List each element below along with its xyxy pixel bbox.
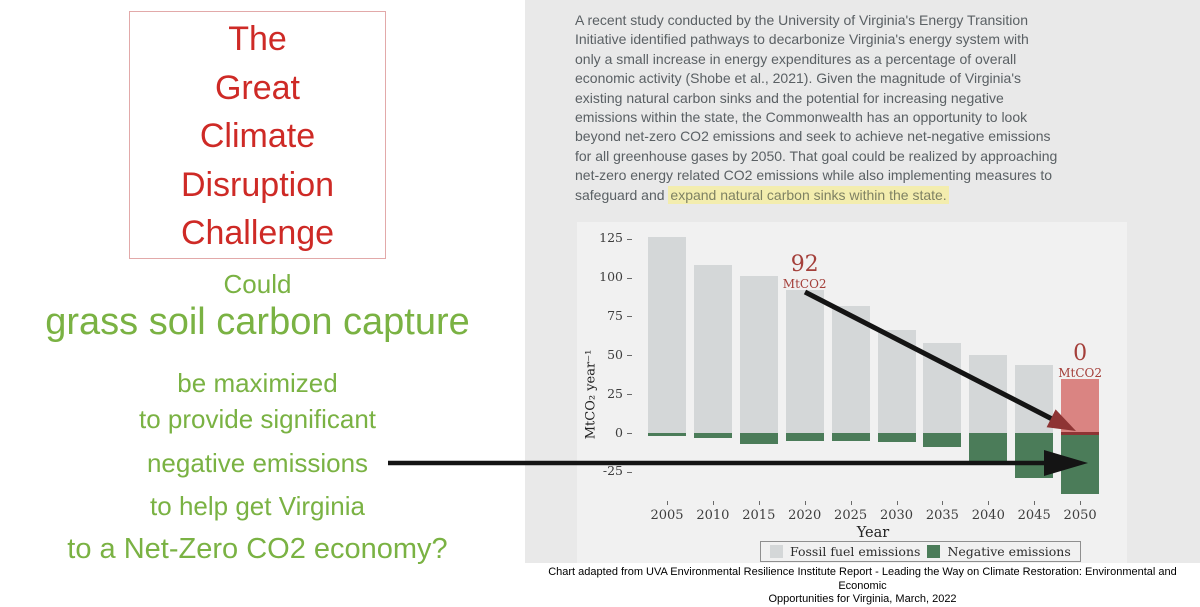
emissions-chart: MtCO₂ year⁻¹ Year Fossil fuel emissions N… (577, 222, 1127, 563)
x-axis-label: Year (856, 525, 890, 541)
x-tick-label: 2035 (925, 508, 959, 523)
y-tick-label: -25 (602, 463, 623, 479)
x-tick-label: 2030 (879, 508, 914, 523)
title-line: Disruption (180, 165, 335, 204)
x-tick-label: 2025 (834, 508, 868, 523)
paragraph-line: economic activity (Shobe et al., 2021). … (575, 70, 1021, 87)
title-line: Challenge (180, 214, 335, 252)
annotation-92-value: 92 (790, 252, 819, 278)
fossil-bar-2035 (923, 342, 962, 433)
negative-bar-2005 (648, 433, 686, 437)
negative-bar-2030 (877, 433, 916, 443)
x-tick-label: 2050 (1063, 508, 1097, 523)
annotation-0-value: 0 (1073, 340, 1088, 366)
annotation-0-unit: MtCO2 (1058, 365, 1102, 380)
fossil-bar-2020 (785, 290, 824, 433)
question-line: to a Net-Zero CO2 economy? (67, 533, 448, 565)
y-tick-mark (627, 355, 632, 357)
caption-line-1: Chart adapted from UVA Environmental Res… (548, 566, 1177, 592)
y-tick-mark (627, 277, 632, 279)
fossil-bar-2010 (693, 265, 732, 433)
highlighted-phrase: expand natural carbon sinks within the s… (668, 185, 949, 204)
x-tick-mark (804, 501, 806, 505)
negative-bar-2020 (785, 433, 824, 441)
y-tick-mark (627, 433, 632, 434)
paragraph-line: emissions within the state, the Commonwe… (575, 109, 1028, 126)
y-tick-mark (627, 471, 632, 473)
fossil-bar-2005 (648, 237, 686, 433)
question-line: to provide significant (138, 404, 377, 434)
y-tick-label: 75 (607, 307, 623, 323)
fossil-bar-2030 (877, 330, 916, 433)
y-tick-mark (627, 238, 632, 240)
paragraph-line: net-zero energy related CO2 emissions wh… (575, 167, 1052, 184)
x-tick-label: 2010 (696, 508, 730, 523)
question-block: Could grass soil carbon capture be maxim… (0, 0, 515, 600)
paragraph-line: for all greenhouse gases by 2050. That g… (575, 147, 1058, 164)
question-line: be maximized (177, 368, 338, 398)
annotation-92-unit: MtCO2 (782, 277, 827, 292)
x-tick-mark (712, 501, 714, 505)
x-tick-mark (758, 501, 760, 505)
x-tick-mark (1034, 501, 1036, 505)
negative-bar-2050 (1061, 433, 1100, 494)
x-tick-mark (667, 501, 668, 505)
x-tick-label: 2005 (650, 508, 684, 523)
paragraph-line: Initiative identified pathways to decarb… (575, 31, 1029, 48)
fossil-bar-2015 (739, 276, 778, 433)
y-tick-mark (627, 394, 632, 396)
negative-bar-2025 (831, 433, 870, 441)
x-tick-mark (850, 501, 852, 505)
fossil-bar-2025 (831, 305, 870, 433)
y-tick-label: 125 (599, 230, 623, 246)
y-tick-label: 25 (607, 385, 623, 401)
paragraph-line-highlighted: safeguard and expand natural carbon sink… (575, 185, 1193, 205)
zero-line-2050 (1061, 431, 1100, 435)
y-tick-label: 100 (599, 269, 623, 285)
paragraph-line: A recent study conducted by the Universi… (575, 12, 1028, 28)
title-line: Climate (199, 117, 316, 155)
question-line: grass soil carbon capture (45, 301, 470, 343)
study-panel: A recent study conducted by the Universi… (525, 0, 1200, 563)
fossil-bar-2040 (969, 355, 1008, 433)
x-tick-label: 2015 (742, 508, 776, 523)
negative-bar-2045 (1015, 433, 1054, 479)
legend-swatch (927, 545, 941, 558)
paragraph-line: existing natural carbon sinks and the po… (575, 89, 1004, 106)
question-line: Could (223, 269, 292, 299)
study-paragraph: A recent study conducted by the Universi… (575, 11, 1193, 205)
legend-swatch (770, 545, 783, 558)
x-tick-label: 2040 (971, 508, 1005, 523)
legend-label: Fossil fuel emissions (790, 544, 921, 559)
chart-legend: Fossil fuel emissions Negative emissions (760, 541, 1081, 562)
x-tick-mark (988, 501, 990, 505)
chart-caption: Chart adapted from UVA Environmental Res… (525, 566, 1200, 607)
y-tick-label: 0 (615, 424, 623, 440)
x-tick-label: 2020 (788, 508, 822, 523)
negative-bar-2040 (969, 433, 1008, 461)
fossil-bar-2050 (1061, 378, 1100, 433)
y-tick-mark (627, 316, 632, 318)
paragraph-text: safeguard and (575, 186, 669, 203)
paragraph-line: beyond net-zero CO2 emissions and seek t… (575, 128, 1051, 145)
y-tick-label: 50 (607, 346, 623, 362)
title-box: The Great Climate Disruption Challenge (129, 11, 386, 259)
paragraph-line: only a small increase in energy expendit… (575, 50, 1017, 67)
negative-bar-2035 (923, 433, 962, 447)
question-line: to help get Virginia (150, 491, 365, 521)
x-tick-mark (1080, 501, 1082, 505)
question-line-negative-emissions: negative emissions (146, 448, 369, 478)
x-tick-mark (942, 501, 944, 505)
title-line: Great (214, 68, 301, 107)
negative-bar-2015 (739, 433, 778, 444)
x-tick-mark (896, 501, 898, 505)
legend-label: Negative emissions (947, 544, 1071, 559)
x-tick-label: 2045 (1017, 508, 1051, 523)
negative-bar-2010 (693, 433, 732, 438)
title-line: The (228, 20, 287, 58)
